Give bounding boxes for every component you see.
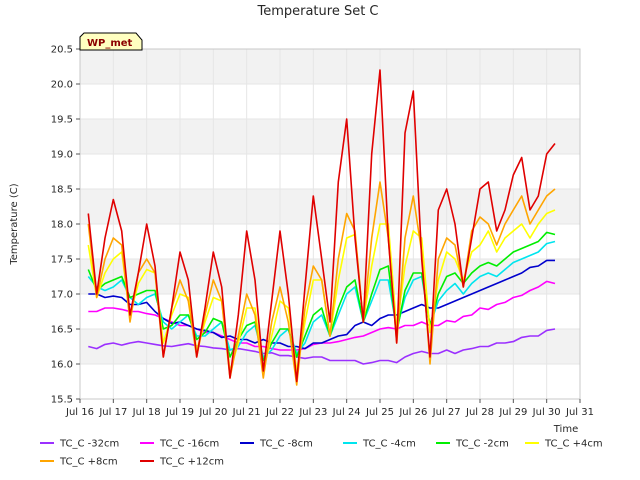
x-tick-label: Jul 26 bbox=[398, 407, 427, 418]
y-tick-label: 20.5 bbox=[51, 45, 73, 56]
x-tick-label: Jul 19 bbox=[165, 407, 194, 418]
legend-label: TC_C -32cm bbox=[59, 439, 119, 450]
y-tick-label: 16.0 bbox=[51, 360, 73, 371]
series-line-tc-c-8cm bbox=[88, 259, 555, 350]
plot-background-bands bbox=[80, 49, 580, 399]
legend-label: TC_C -2cm bbox=[455, 439, 509, 450]
legend-label: TC_C -16cm bbox=[159, 439, 219, 450]
y-tick-label: 18.5 bbox=[51, 185, 73, 196]
x-tick-label: Jul 25 bbox=[365, 407, 394, 418]
x-tick-label: Jul 27 bbox=[432, 407, 461, 418]
background-band bbox=[80, 189, 580, 224]
x-tick-label: Jul 23 bbox=[298, 407, 327, 418]
series-line-tc-c-2cm bbox=[87, 231, 556, 362]
x-tick-label: Jul 16 bbox=[65, 407, 94, 418]
legend-label: TC_C +4cm bbox=[544, 439, 603, 450]
background-band bbox=[80, 224, 580, 259]
x-tick-label: Jul 20 bbox=[198, 407, 227, 418]
x-tick-label: Jul 31 bbox=[565, 407, 594, 418]
series-line-tc-c-4cm bbox=[87, 240, 556, 358]
series-line-tc-c-12cm bbox=[87, 69, 556, 383]
x-tick-label: Jul 29 bbox=[498, 407, 527, 418]
x-tick-label: Jul 18 bbox=[132, 407, 161, 418]
background-band bbox=[80, 364, 580, 399]
y-tick-label: 20.0 bbox=[51, 80, 73, 91]
badge-box bbox=[79, 32, 143, 51]
x-tick-label: Jul 17 bbox=[98, 407, 127, 418]
legend-label: TC_C +8cm bbox=[59, 457, 118, 468]
background-band bbox=[80, 154, 580, 189]
legend-label: TC_C +12cm bbox=[159, 457, 224, 468]
x-tick-label: Jul 30 bbox=[532, 407, 561, 418]
x-axis-ticks: Jul 16 Jul 17 Jul 18 Jul 19 Jul 20 Jul 21 Jul … bbox=[65, 399, 594, 418]
background-band bbox=[80, 49, 580, 84]
y-tick-label: 17.0 bbox=[51, 290, 73, 301]
background-band bbox=[80, 84, 580, 119]
y-tick-label: 15.5 bbox=[51, 395, 73, 406]
y-tick-label: 16.5 bbox=[51, 325, 73, 336]
y-axis-title: Temperature (C) bbox=[9, 183, 20, 265]
x-tick-label: Jul 28 bbox=[465, 407, 494, 418]
y-tick-label: 17.5 bbox=[51, 255, 73, 266]
chart-title: Temperature Set C bbox=[256, 4, 378, 19]
x-axis-title: Time bbox=[553, 424, 578, 435]
series-lines bbox=[87, 69, 556, 386]
y-tick-label: 19.0 bbox=[51, 150, 73, 161]
y-tick-label: 19.5 bbox=[51, 115, 73, 126]
x-tick-label: Jul 21 bbox=[232, 407, 261, 418]
legend-label: TC_C -4cm bbox=[362, 439, 416, 450]
series-line-tc-c-32cm bbox=[88, 328, 556, 365]
wp-met-badge: WP_met bbox=[79, 32, 143, 51]
y-tick-label: 18.0 bbox=[51, 220, 73, 231]
background-band bbox=[80, 119, 580, 154]
y-axis-ticks: 15.5 16.0 16.5 17.0 17.5 18.0 18.5 19.0 19.5 20.0… bbox=[51, 45, 80, 406]
badge-label: WP_met bbox=[87, 38, 133, 49]
x-tick-label: Jul 24 bbox=[332, 407, 361, 418]
legend-label: TC_C -8cm bbox=[259, 439, 313, 450]
x-tick-label: Jul 22 bbox=[265, 407, 294, 418]
legend: TC_C -32cm TC_C -16cm TC_C -8cm TC_C -4cm TC… bbox=[40, 439, 603, 468]
